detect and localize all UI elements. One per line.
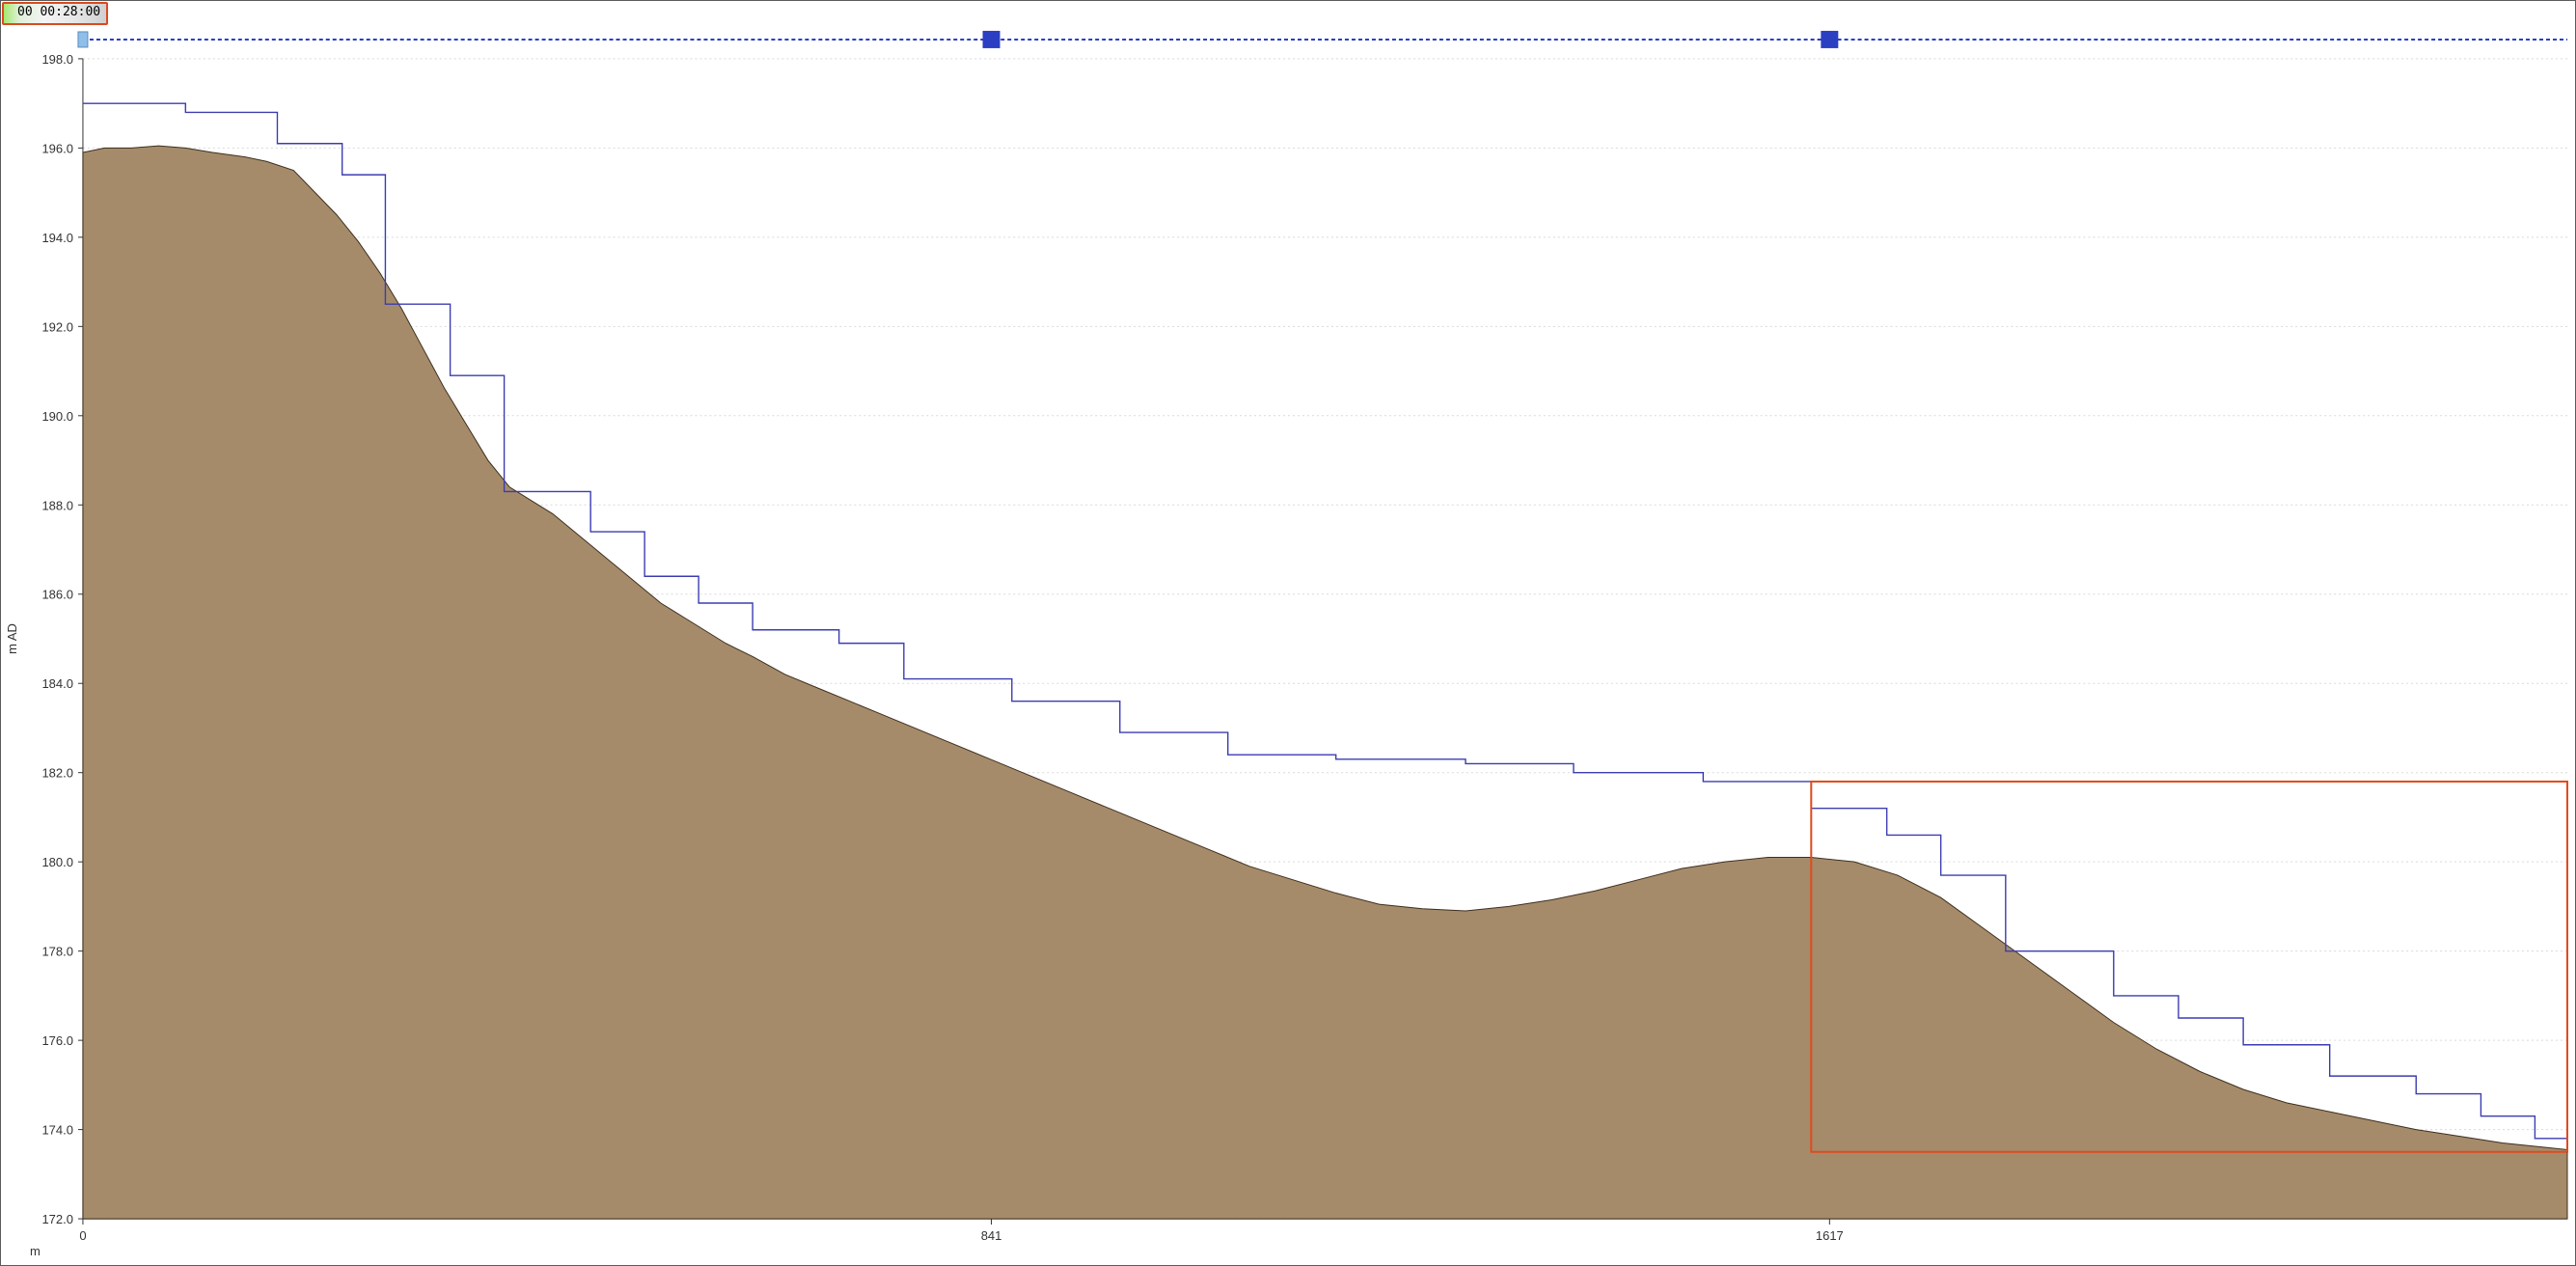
elevation-chart: 172.0 174.0 176.0 178.0 180.0 182.0 184.0 186.0… <box>1 1 2575 1265</box>
y-tick-label: 172.0 <box>41 1212 72 1226</box>
y-tick-label: 198.0 <box>41 52 72 67</box>
timestamp-text: 00 00:28:00 <box>4 5 100 19</box>
x-tick-label: 0 <box>79 1228 86 1243</box>
timestamp-badge: 00 00:28:00 <box>2 2 108 25</box>
slider-start-marker[interactable] <box>78 32 88 47</box>
y-tick-label: 196.0 <box>41 141 72 155</box>
y-tick-label: 186.0 <box>41 588 72 602</box>
y-tick-label: 194.0 <box>41 231 72 245</box>
y-tick-label: 184.0 <box>41 676 72 691</box>
y-tick-label: 190.0 <box>41 409 72 424</box>
x-tick-label: 841 <box>981 1228 1002 1243</box>
x-axis-unit-label: m <box>30 1244 41 1258</box>
y-tick-label: 178.0 <box>41 945 72 959</box>
chart-container: 172.0 174.0 176.0 178.0 180.0 182.0 184.0 186.0… <box>0 0 2576 1266</box>
x-tick-label: 1617 <box>1816 1228 1844 1243</box>
y-axis-unit-label: m AD <box>5 623 19 654</box>
y-tick-label: 188.0 <box>41 498 72 512</box>
y-tick-label: 192.0 <box>41 319 72 334</box>
slider-handle-1[interactable] <box>983 31 1000 48</box>
y-tick-label: 174.0 <box>41 1123 72 1138</box>
y-tick-label: 182.0 <box>41 766 72 781</box>
y-tick-label: 176.0 <box>41 1033 72 1048</box>
slider-handle-2[interactable] <box>1821 31 1838 48</box>
y-tick-label: 180.0 <box>41 855 72 869</box>
